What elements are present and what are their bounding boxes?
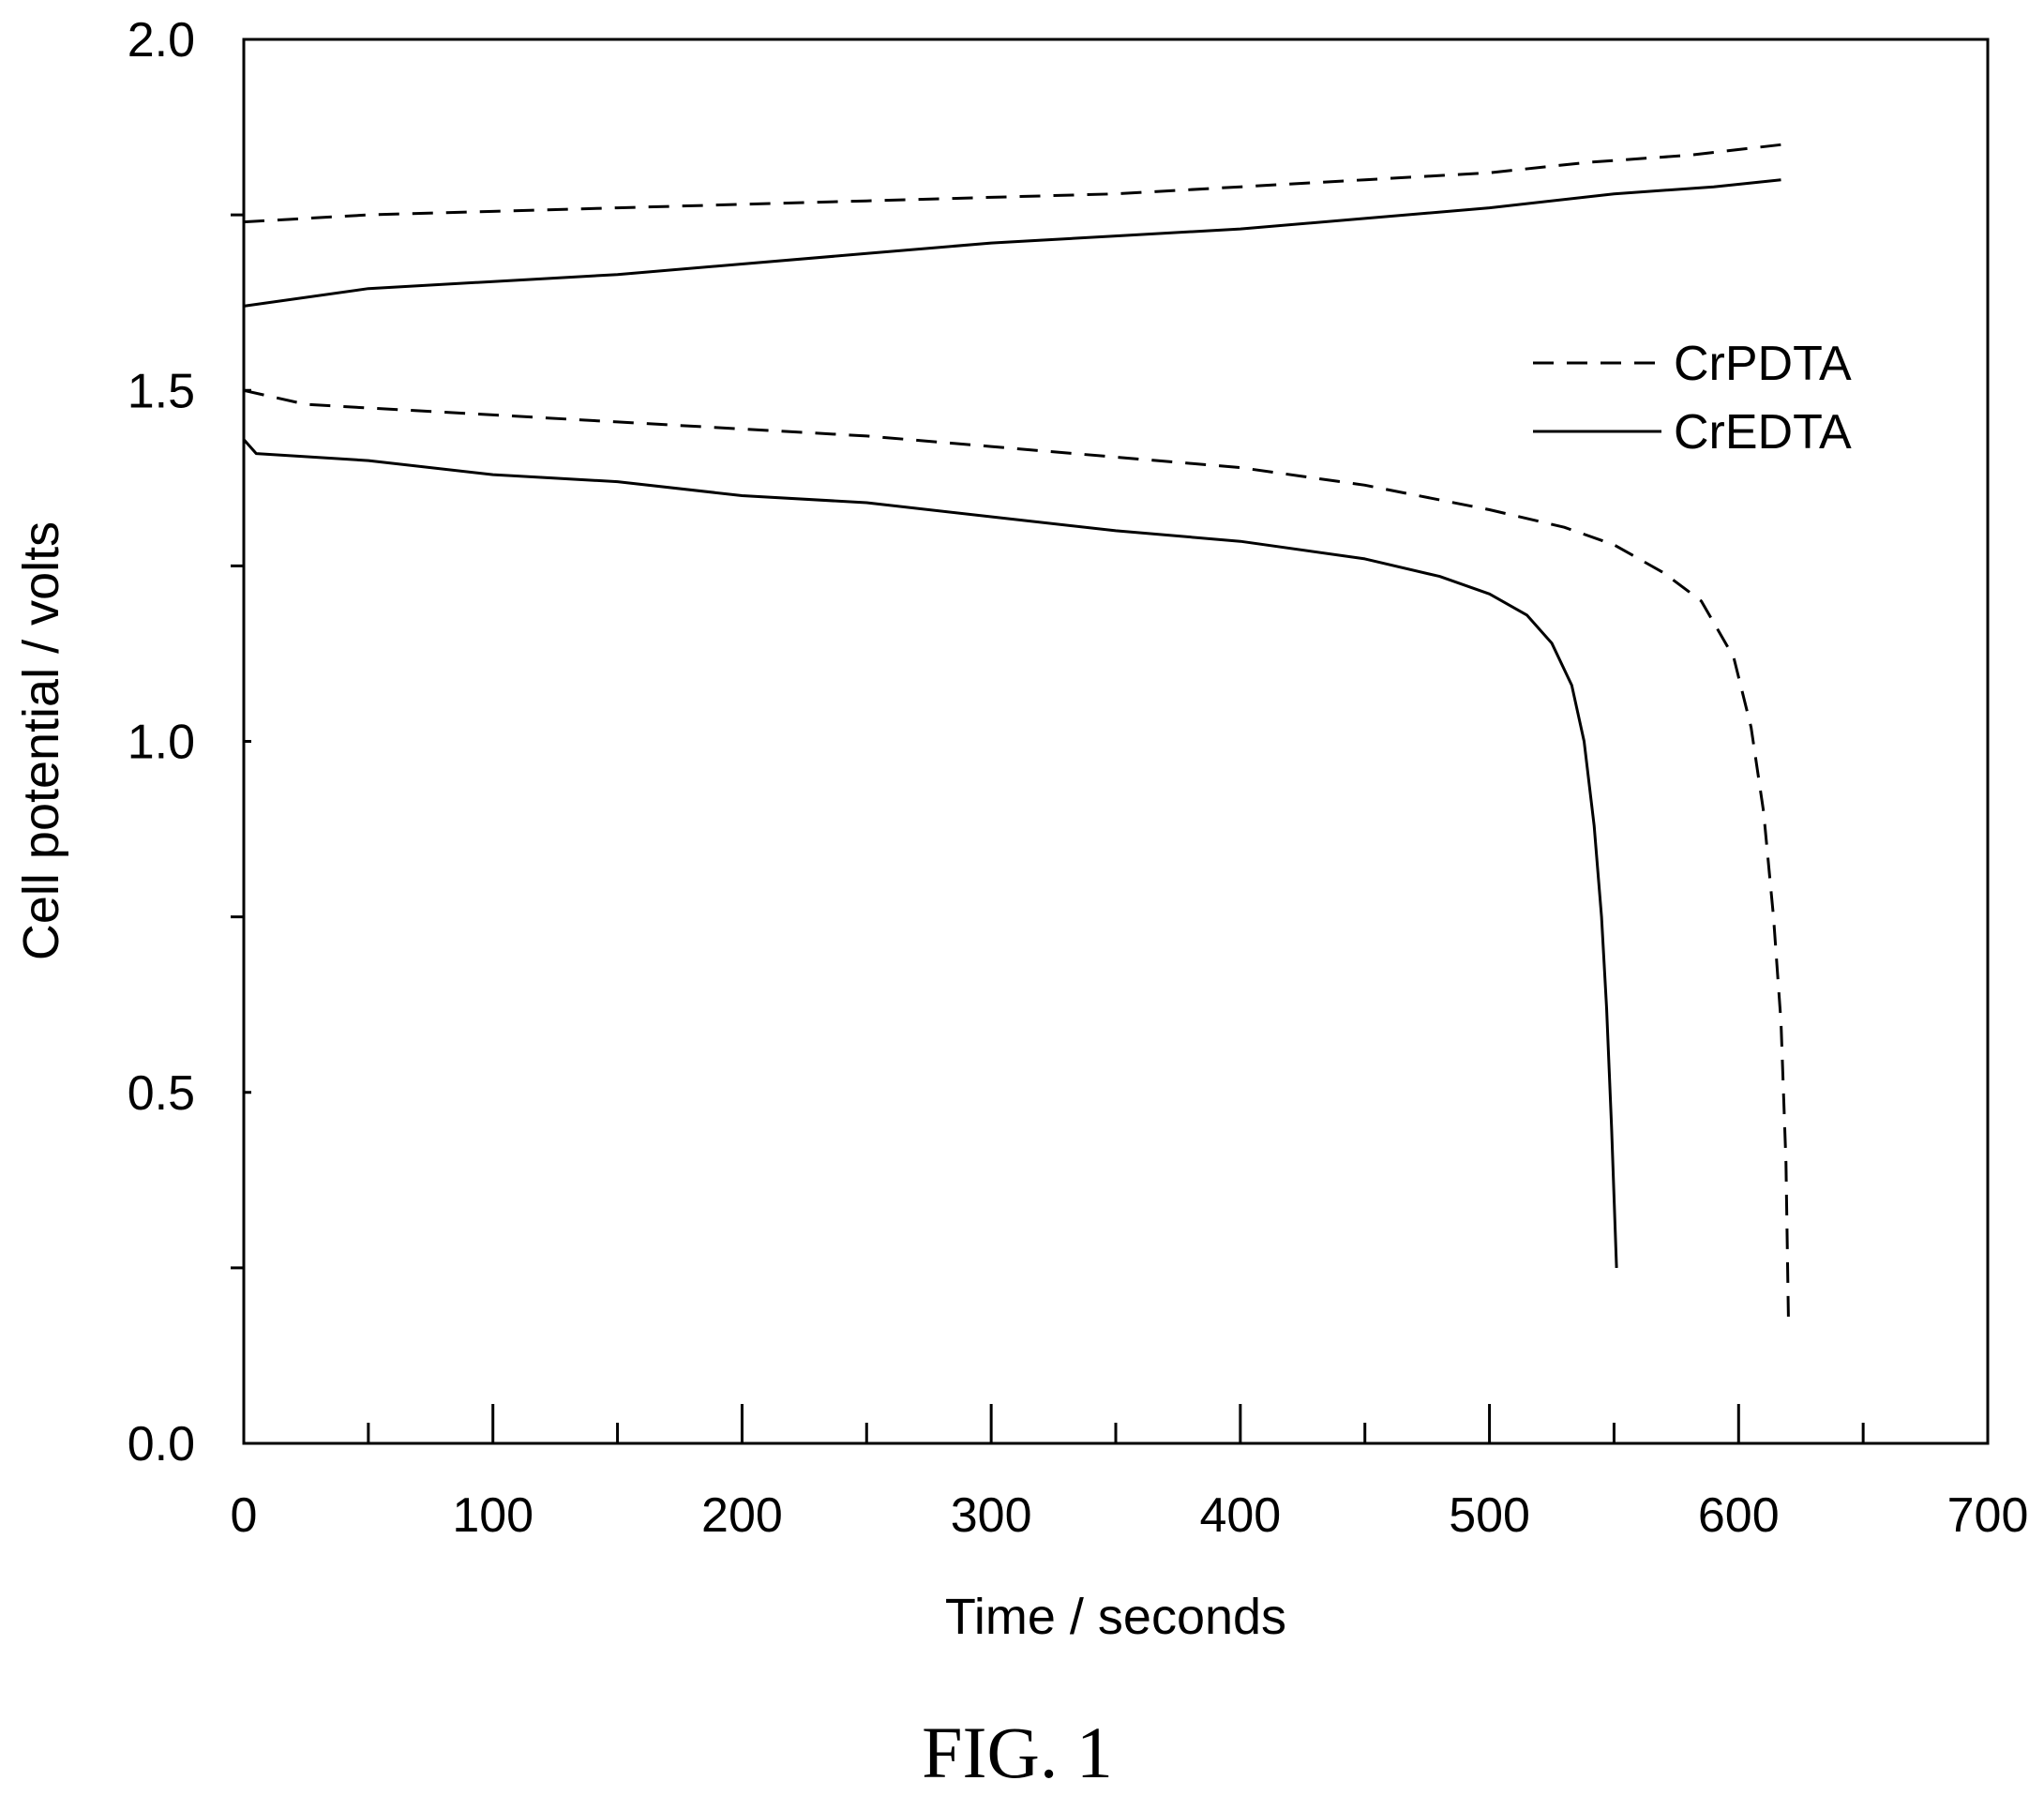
series-line-crpdta-discharge: [243, 388, 1790, 1318]
series-line-credta-charge: [243, 178, 1781, 308]
x-tick-label: 400: [1199, 1488, 1281, 1543]
x-tick-label: 200: [701, 1488, 783, 1543]
legend-label-crpdta: CrPDTA: [1674, 337, 1852, 391]
x-tick-label: 100: [452, 1488, 534, 1543]
x-tick-label: 500: [1449, 1488, 1530, 1543]
y-tick-label: 0.0: [128, 1417, 195, 1471]
y-tick-label: 0.5: [128, 1066, 195, 1121]
x-tick-label: 600: [1698, 1488, 1780, 1543]
plot-area: 0 100 200 300 400 500 600 700 0.0 0.5 1.0 1.5 2.0: [128, 13, 2029, 1543]
series-layer: [242, 143, 1790, 1318]
x-tick-label: 300: [951, 1488, 1032, 1543]
series-line-credta-discharge: [242, 438, 1618, 1268]
x-tick-label: 0: [231, 1488, 258, 1543]
figure-caption: FIG. 1: [922, 1712, 1113, 1793]
x-axis-ticks: 0 100 200 300 400 500 600 700: [231, 1404, 2029, 1543]
y-axis-ticks: 0.0 0.5 1.0 1.5 2.0: [128, 13, 251, 1471]
x-tick-label: 700: [1947, 1488, 2029, 1543]
y-tick-label: 1.0: [128, 716, 195, 770]
series-line-crpdta-charge: [243, 143, 1781, 224]
legend-label-credta: CrEDTA: [1674, 405, 1852, 460]
legend: CrPDTA CrEDTA: [1533, 337, 1852, 460]
y-tick-label: 1.5: [128, 364, 195, 418]
x-axis-title: Time / seconds: [945, 1589, 1286, 1645]
y-tick-label: 2.0: [128, 13, 195, 68]
plot-frame: [242, 38, 1990, 1445]
y-axis-title: Cell potential / volts: [13, 521, 69, 960]
